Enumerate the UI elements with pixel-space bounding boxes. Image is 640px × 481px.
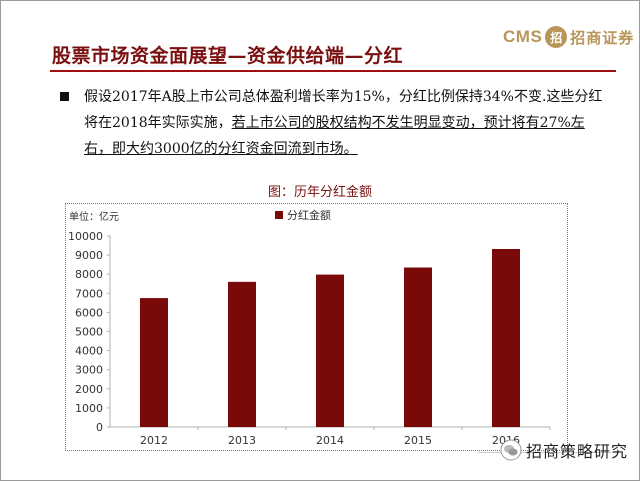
chart-title: 图：历年分红金额 bbox=[267, 185, 372, 200]
bullet-text-part-2-underlined: 若上市公司的股权结构不发生明显变动，预计将有27%左右，即大约3000亿的分红资… bbox=[84, 115, 585, 157]
watermark-text: 招商策略研究 bbox=[526, 442, 629, 461]
chart-border bbox=[65, 203, 568, 451]
bullet-text-part-1: 假设2017年A股上市公司总体盈利增长率为15%，分红比例保持34%不变.这些分… bbox=[84, 89, 603, 131]
wechat-icon bbox=[500, 439, 522, 461]
watermark-divider bbox=[478, 452, 618, 453]
bullet-square-icon bbox=[60, 92, 69, 101]
logo-cms-text: CMS bbox=[503, 27, 543, 46]
logo-company-name: 招商证券 bbox=[570, 28, 635, 47]
watermark: 招商策略研究 bbox=[500, 438, 628, 462]
logo-mark-icon: 招 bbox=[545, 26, 568, 48]
title-underline bbox=[50, 70, 616, 72]
bullet-paragraph: 假设2017年A股上市公司总体盈利增长率为15%，分红比例保持34%不变.这些分… bbox=[84, 84, 604, 162]
slide-title: 股票市场资金面展望—资金供给端—分红 bbox=[52, 45, 404, 67]
brand-logo: CMS 招 招商证券 bbox=[503, 24, 634, 50]
